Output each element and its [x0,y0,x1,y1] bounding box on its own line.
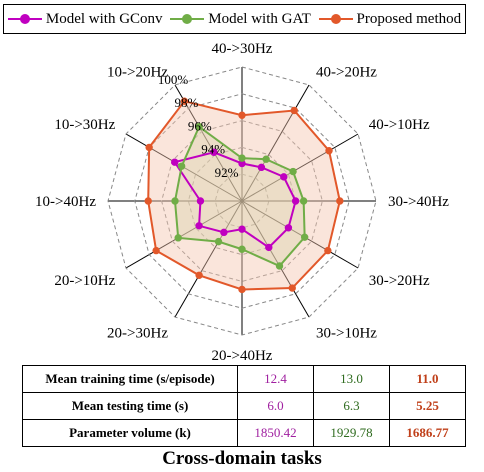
data-point [145,143,153,152]
table-cell-gconv: 6.0 [237,392,314,420]
series-fills [148,101,340,290]
radar-spoke [125,200,243,269]
data-point [238,285,246,294]
table-cell-gconv: 12.4 [237,365,314,393]
table-cell-proposed: 5.25 [389,392,466,420]
data-point [300,233,309,241]
data-point [324,246,332,255]
legend-label-proposed: Proposed method [356,10,462,27]
data-point [325,147,333,155]
legend-label-gat: Model with GAT [208,10,311,27]
series-area-1 [175,126,305,266]
category-label: 30->20Hz [369,273,430,289]
radial-tick-label: 96% [188,118,212,133]
category-label: 20->10Hz [54,273,115,289]
data-point [195,222,203,230]
radar-grid-ring [107,66,377,336]
legend-swatch-gat [170,12,205,26]
series-points [144,97,344,294]
data-point [288,284,296,292]
table-cell-gconv: 1850.42 [237,419,314,447]
table-cell-gat: 1929.78 [313,419,390,447]
table-row: Parameter volume (k) 1850.42 1929.78 168… [22,419,466,447]
table-row-label: Parameter volume (k) [22,419,238,447]
category-label: 20->40Hz [212,348,273,360]
data-point [195,123,203,131]
category-label: 30->40Hz [388,194,449,210]
radar-spoke [174,200,243,318]
chart-legend: Model with GConv Model with GAT Proposed… [3,4,466,34]
table-cell-gat: 6.3 [313,392,390,420]
data-point [257,163,266,172]
table-cell-proposed: 11.0 [389,365,466,393]
data-point [238,111,246,119]
data-point [177,162,186,170]
radial-tick-label: 92% [215,165,239,180]
chart-labels: 92% 94% 96% 98% 100% 40->30Hz 40->20Hz 40->10Hz… [35,41,449,360]
legend-swatch-proposed [318,12,353,26]
category-label: 30->10Hz [316,326,377,342]
data-point [284,224,293,232]
table-row-label: Mean testing time (s) [22,392,238,420]
data-point [195,271,203,279]
data-point [262,155,270,163]
data-point [289,167,297,176]
legend-item-gconv: Model with GConv [7,10,163,28]
legend-item-gat: Model with GAT [170,11,311,28]
data-point [290,106,298,115]
table-row: Mean training time (s/episode) 12.4 13.0… [22,365,466,393]
data-point [275,262,284,270]
data-point [180,97,189,105]
data-point [152,246,160,255]
table-cell-proposed: 1686.77 [389,419,466,447]
legend-item-proposed: Proposed method [318,10,462,28]
category-label: 40->30Hz [212,41,273,57]
radar-spoke [241,200,359,269]
data-point [238,154,246,162]
data-point [220,228,228,237]
radial-tick-label: 100% [158,72,189,87]
radar-spoke [241,200,310,318]
radar-spoke [241,133,359,202]
radial-tick-label: 98% [174,95,198,110]
data-point [174,234,182,242]
data-point [144,197,152,205]
category-label: 10->30Hz [54,117,115,133]
radial-tick-label: 94% [201,142,225,157]
data-point [170,158,179,166]
data-point [210,148,218,156]
category-label: 10->20Hz [107,64,168,80]
data-point [214,237,223,246]
data-point [299,197,308,205]
category-label: 10->40Hz [35,194,96,210]
data-point [336,197,344,205]
category-label: 20->30Hz [107,326,168,342]
radar-spoke [241,84,310,202]
data-point [196,197,205,205]
series-area-2 [148,101,340,290]
data-point [265,243,273,252]
category-label: 40->10Hz [369,117,430,133]
radar-chart: 92% 94% 96% 98% 100% 40->30Hz 40->20Hz 40->10Hz… [35,41,449,360]
data-point [238,225,246,233]
data-point [171,197,179,205]
table-row-label: Mean training time (s/episode) [22,365,238,393]
table-cell-gat: 13.0 [313,365,390,393]
data-point [280,173,288,181]
table-row: Mean testing time (s) 6.0 6.3 5.25 [22,392,466,420]
category-label: 40->20Hz [316,64,377,80]
legend-label-gconv: Model with GConv [45,10,163,27]
metrics-table: Mean training time (s/episode) 12.4 13.0… [22,365,466,447]
legend-swatch-gconv [7,12,42,26]
data-point [238,245,246,253]
figure-caption: Cross-domain tasks [162,448,322,469]
data-point [291,197,300,205]
